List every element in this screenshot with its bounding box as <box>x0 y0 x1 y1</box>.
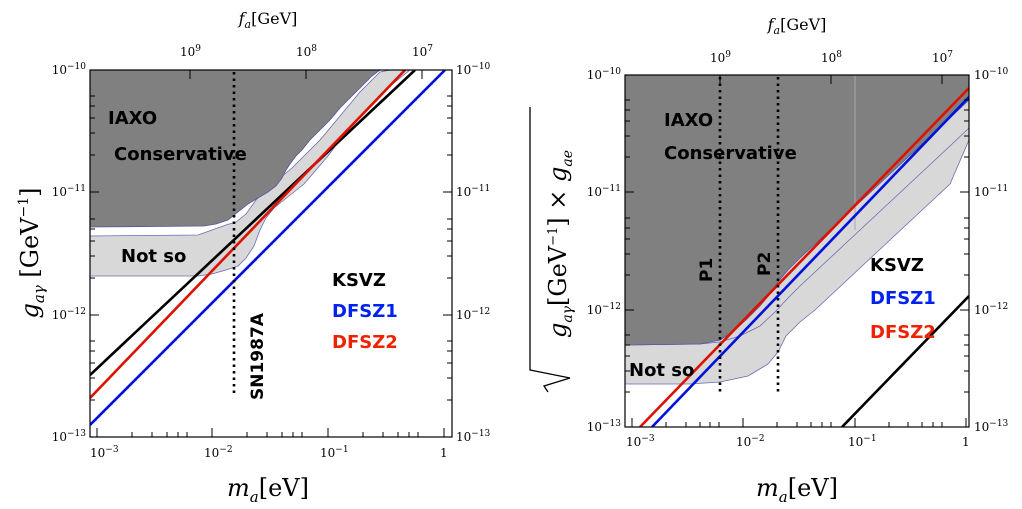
left-label-sn1987a: SN1987A <box>248 312 268 400</box>
left-xtick-label: 10−1 <box>320 445 349 460</box>
right-toptick-label: 109 <box>710 50 731 65</box>
left-line-dfsz1 <box>90 70 446 426</box>
svg-text:gaγ[GeV−1] × gae: gaγ[GeV−1] × gae <box>544 150 576 338</box>
left-legend-dfsz2: DFSZ2 <box>332 332 398 353</box>
left-ytick-right-label: 10−12 <box>456 307 490 322</box>
right-line-dfsz1 <box>651 96 969 427</box>
left-xtick-label: 10−2 <box>204 445 233 460</box>
left-ytick-label: 10−12 <box>52 307 86 322</box>
left-frame <box>89 69 453 438</box>
left-legend-dfsz1: DFSZ1 <box>332 301 398 322</box>
left-label-conservative: Conservative <box>114 144 247 165</box>
right-ytick-right-label: 10−13 <box>974 419 1009 434</box>
left-ytick-label: 10−13 <box>52 429 87 444</box>
left-panel: IAXO Conservative Not so KSVZ DFSZ1 DFSZ… <box>16 9 491 506</box>
left-xtick-label: 10−3 <box>90 445 119 460</box>
left-top-axis-title: fa[GeV] <box>238 9 298 31</box>
right-toptick-label: 107 <box>932 50 953 65</box>
right-label-p2: P2 <box>755 252 775 276</box>
left-ytick-right-label: 10−13 <box>456 429 491 444</box>
left-line-dfsz2 <box>90 70 406 399</box>
right-ticks <box>625 74 969 428</box>
right-label-p1: P1 <box>697 258 717 282</box>
left-ytick-label: 10−10 <box>52 62 87 77</box>
right-legend-ksvz: KSVZ <box>870 255 924 276</box>
left-ytick-right-label: 10−11 <box>456 184 490 199</box>
left-toptick-label: 109 <box>180 44 201 59</box>
left-y-ticks <box>90 69 452 438</box>
right-xtick-label: 10−3 <box>626 434 655 449</box>
right-label-iaxo: IAXO <box>664 110 713 131</box>
right-legend-dfsz1: DFSZ1 <box>870 288 936 309</box>
right-ytick-label: 10−13 <box>587 419 622 434</box>
right-ytick-label: 10−11 <box>587 184 621 199</box>
right-xtick-label: 10−2 <box>736 434 765 449</box>
left-region-iaxo <box>90 70 381 228</box>
left-x-ticks <box>96 70 445 437</box>
right-top-axis-title: fa[GeV] <box>767 15 827 37</box>
left-line-ksvz <box>90 70 416 376</box>
left-legend-ksvz: KSVZ <box>332 270 386 291</box>
right-line-ksvz <box>841 295 969 427</box>
right-ytick-right-label: 10−11 <box>974 184 1008 199</box>
right-ytick-label: 10−10 <box>587 67 622 82</box>
left-toptick-label: 107 <box>412 44 433 59</box>
left-label-not-so: Not so <box>121 246 186 267</box>
right-ytick-right-label: 10−12 <box>974 302 1008 317</box>
right-line-dfsz2 <box>639 87 969 427</box>
left-xtick-label: 1 <box>440 446 448 460</box>
left-x-axis-title: ma[eV] <box>227 474 309 506</box>
left-ytick-right-label: 10−10 <box>456 62 491 77</box>
right-xtick-label: 1 <box>962 435 970 449</box>
right-y-axis-title: gaγ[GeV−1] × gae <box>529 107 576 393</box>
right-legend-dfsz2: DFSZ2 <box>870 322 936 343</box>
right-ytick-label: 10−12 <box>587 302 621 317</box>
right-panel: IAXO Conservative Not so P1 P2 KSVZ DFSZ… <box>529 15 1009 506</box>
sqrt-symbol <box>529 107 571 393</box>
right-xtick-label: 10−1 <box>848 434 877 449</box>
left-toptick-label: 108 <box>296 44 317 59</box>
right-x-axis-title: ma[eV] <box>756 474 838 506</box>
left-label-iaxo: IAXO <box>108 108 157 129</box>
right-label-conservative: Conservative <box>664 143 797 164</box>
left-y-axis-title: gaγ [GeV−1] <box>16 187 48 318</box>
right-ytick-right-label: 10−10 <box>974 67 1009 82</box>
right-label-not-so: Not so <box>629 360 694 381</box>
right-toptick-label: 108 <box>821 50 842 65</box>
left-ytick-label: 10−11 <box>52 184 86 199</box>
